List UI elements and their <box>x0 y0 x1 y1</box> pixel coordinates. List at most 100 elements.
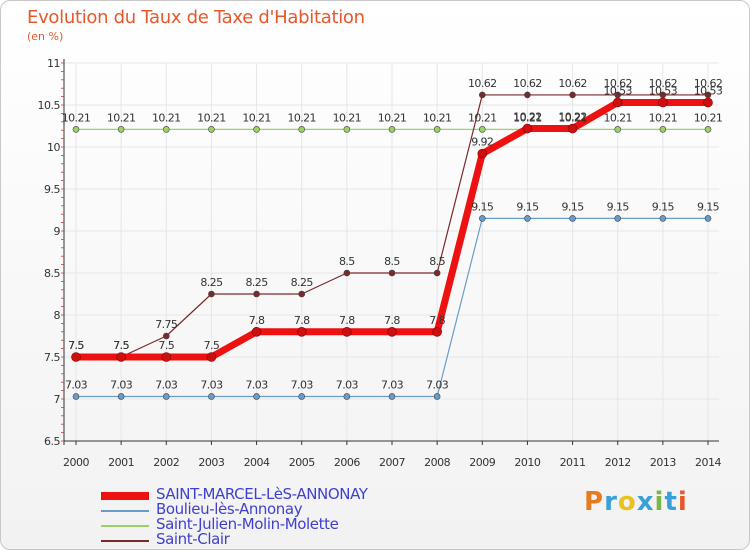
data-label: 7.03 <box>426 378 449 391</box>
series-point <box>569 215 576 222</box>
series-point <box>343 393 351 400</box>
data-label: 8.5 <box>384 255 400 268</box>
logo-letter: i <box>677 487 688 517</box>
series-point <box>704 126 712 133</box>
series-point <box>253 126 260 133</box>
series-point <box>658 97 668 108</box>
chart-unit: (en %) <box>27 30 64 43</box>
data-label: 10.21 <box>333 111 362 124</box>
series-point <box>659 215 667 222</box>
series-point <box>388 393 396 400</box>
data-label: 10.21 <box>378 111 407 124</box>
series-point <box>478 126 486 133</box>
data-label: 10.62 <box>649 77 678 90</box>
data-label: 8.25 <box>291 276 314 289</box>
legend-swatch <box>101 540 149 542</box>
series-point <box>208 393 215 400</box>
series-point <box>208 126 215 133</box>
logo-letter: i <box>654 487 665 517</box>
logo-letter: t <box>664 487 678 517</box>
y-tick-label: 8 <box>54 309 61 322</box>
data-label: 7.75 <box>155 318 178 331</box>
series-point <box>117 126 125 133</box>
series-point <box>433 269 441 277</box>
data-label: 9.15 <box>652 200 675 213</box>
data-label: 9.15 <box>516 200 539 213</box>
x-tick-label: 2012 <box>605 456 631 469</box>
data-label: 10.53 <box>649 84 678 97</box>
data-label: 7.8 <box>429 314 445 327</box>
data-label: 8.25 <box>246 276 269 289</box>
series-point <box>659 126 667 133</box>
series-point <box>72 126 80 133</box>
y-tick-label: 9 <box>54 225 61 238</box>
data-label: 10.21 <box>649 111 678 124</box>
data-label: 7.5 <box>113 339 129 352</box>
series-point <box>477 148 488 159</box>
data-label: 10.21 <box>694 111 723 124</box>
series-point <box>614 215 622 222</box>
series-point <box>432 326 442 337</box>
y-tick-label: 6.5 <box>44 435 60 448</box>
data-label: 10.53 <box>603 84 632 97</box>
series-point <box>208 290 215 298</box>
data-label: 7.5 <box>68 339 84 352</box>
data-label: 7.03 <box>336 378 359 391</box>
data-label: 10.21 <box>558 111 587 124</box>
series-point <box>343 269 351 277</box>
series-point <box>162 393 170 400</box>
data-label: 10.21 <box>423 111 452 124</box>
data-label: 10.21 <box>287 111 316 124</box>
data-label: 7.03 <box>246 378 269 391</box>
x-tick-label: 2001 <box>108 456 134 469</box>
data-label: 10.53 <box>694 84 723 97</box>
data-label: 7.8 <box>294 314 310 327</box>
logo-letter: x <box>636 487 655 517</box>
x-tick-label: 2005 <box>289 456 315 469</box>
data-label: 7.8 <box>339 314 355 327</box>
data-label: 7.5 <box>158 339 174 352</box>
series-point <box>433 126 441 133</box>
y-tick-label: 10 <box>47 141 60 154</box>
logo-letter: P <box>584 487 605 517</box>
x-tick-label: 2003 <box>198 456 224 469</box>
y-tick-label: 7.5 <box>44 351 60 364</box>
series-point <box>161 352 172 362</box>
proxiti-logo: Proxiti <box>584 487 688 517</box>
y-tick-label: 7 <box>54 393 61 406</box>
x-tick-label: 2002 <box>153 456 179 469</box>
data-label: 10.62 <box>603 77 632 90</box>
data-label: 7.5 <box>68 339 84 352</box>
data-label: 10.62 <box>513 77 542 90</box>
data-label: 10.21 <box>468 111 497 124</box>
legend-swatch <box>101 492 149 500</box>
data-label: 7.03 <box>381 378 404 391</box>
x-tick-label: 2004 <box>244 456 270 469</box>
series-point <box>298 393 306 400</box>
series-point <box>478 215 486 222</box>
legend-swatch <box>101 525 149 527</box>
series-point <box>162 126 170 133</box>
series-point <box>162 332 170 340</box>
series-point <box>433 393 441 400</box>
series-point <box>704 215 712 222</box>
series-point <box>116 352 126 362</box>
data-label: 10.21 <box>603 111 632 124</box>
x-tick-label: 2007 <box>379 456 405 469</box>
series-point <box>117 393 125 400</box>
series-point <box>253 290 260 298</box>
series-point <box>72 393 80 400</box>
data-label: 7.03 <box>65 378 88 391</box>
data-label: 10.21 <box>242 111 271 124</box>
x-tick-label: 2014 <box>695 456 721 469</box>
series-point <box>298 290 306 298</box>
series-point <box>569 91 576 99</box>
data-label: 9.92 <box>471 136 493 149</box>
y-tick-label: 8.5 <box>44 267 60 280</box>
logo-letter: o <box>617 487 637 517</box>
data-label: 7.03 <box>291 378 314 391</box>
y-tick-label: 10.5 <box>38 99 61 112</box>
series-point <box>206 352 217 362</box>
logo-letter: r <box>604 487 618 517</box>
